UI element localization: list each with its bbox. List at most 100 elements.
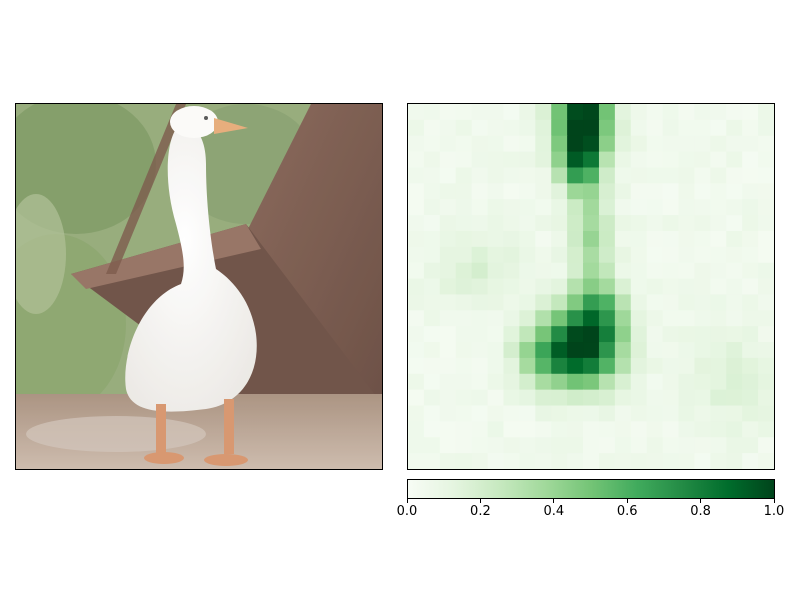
heatmap-cell xyxy=(455,246,473,264)
heatmap-cell xyxy=(535,167,552,184)
heatmap-cell xyxy=(630,310,648,327)
heatmap-cell xyxy=(408,167,425,184)
heatmap-cell xyxy=(535,215,552,232)
heatmap-cell xyxy=(535,453,552,469)
heatmap-cell xyxy=(678,135,696,153)
heatmap-cell xyxy=(487,437,505,454)
heatmap-cell xyxy=(455,262,473,280)
heatmap-cell xyxy=(662,246,680,264)
heatmap-cell xyxy=(519,421,536,438)
heatmap-cell xyxy=(567,183,584,200)
heatmap-cell xyxy=(630,278,648,296)
heatmap-cell xyxy=(503,199,520,216)
heatmap-cell xyxy=(678,342,696,359)
heatmap-cell xyxy=(471,373,489,391)
heatmap-cell xyxy=(503,437,520,454)
heatmap-cell xyxy=(567,167,584,184)
heatmap-cell xyxy=(519,262,536,280)
heatmap-cell xyxy=(455,389,473,407)
heatmap-cell xyxy=(614,405,632,422)
heatmap-cell xyxy=(519,437,536,454)
heatmap-cell xyxy=(726,405,743,422)
heatmap-cell xyxy=(742,119,759,137)
heatmap-cell xyxy=(598,389,616,407)
goose-photo xyxy=(15,103,383,470)
heatmap-cell xyxy=(535,421,552,438)
heatmap-cell xyxy=(758,437,774,454)
heatmap-cell xyxy=(439,246,457,264)
heatmap-cell xyxy=(567,262,584,280)
heatmap-cell xyxy=(551,167,568,184)
heatmap-cell xyxy=(598,215,616,232)
heatmap-cell xyxy=(439,437,457,454)
heatmap-cell xyxy=(662,310,680,327)
colorbar-tick-mark xyxy=(773,499,775,503)
heatmap-cell xyxy=(758,342,774,359)
heatmap-cell xyxy=(471,421,489,438)
heatmap-cell xyxy=(583,215,600,232)
heatmap-cell xyxy=(583,135,600,153)
colorbar-tick-mark xyxy=(406,499,408,503)
heatmap-cell xyxy=(710,215,727,232)
heatmap-cell xyxy=(567,453,584,469)
heatmap-cell xyxy=(758,262,774,280)
heatmap-cell xyxy=(758,373,774,391)
heatmap-cell xyxy=(439,278,457,296)
heatmap-cell xyxy=(519,453,536,469)
heatmap-cell xyxy=(742,357,759,375)
heatmap-cell xyxy=(646,342,664,359)
heatmap-cell xyxy=(503,262,520,280)
heatmap-cell xyxy=(455,437,473,454)
heatmap-cell xyxy=(455,357,473,375)
heatmap-cell xyxy=(742,230,759,248)
heatmap-cell xyxy=(408,294,425,311)
heatmap-cell xyxy=(535,437,552,454)
heatmap-cell xyxy=(519,167,536,184)
heatmap-cell xyxy=(758,199,774,216)
heatmap-cell xyxy=(423,230,441,248)
heatmap-cell xyxy=(535,310,552,327)
heatmap-cell xyxy=(583,183,600,200)
heatmap-cell xyxy=(455,405,473,422)
heatmap-cell xyxy=(710,373,727,391)
heatmap-cell xyxy=(439,389,457,407)
heatmap-cell xyxy=(758,421,774,438)
heatmap-cell xyxy=(742,262,759,280)
heatmap-cell xyxy=(678,167,696,184)
heatmap-cell xyxy=(455,326,473,343)
heatmap-cell xyxy=(567,310,584,327)
heatmap-cell xyxy=(694,167,711,184)
colorbar-gradient xyxy=(408,480,774,498)
heatmap-cell xyxy=(758,453,774,469)
heatmap-cell xyxy=(487,167,505,184)
heatmap-cell xyxy=(726,183,743,200)
heatmap-cell xyxy=(678,151,696,169)
heatmap-cell xyxy=(694,326,711,343)
heatmap-cell xyxy=(471,104,489,121)
heatmap-cell xyxy=(598,373,616,391)
heatmap-cell xyxy=(614,310,632,327)
colorbar-tick-label: 1.0 xyxy=(763,504,785,519)
heatmap-cell xyxy=(678,421,696,438)
heatmap-cell xyxy=(583,405,600,422)
heatmap-cell xyxy=(646,262,664,280)
heatmap-cell xyxy=(487,405,505,422)
heatmap-cell xyxy=(694,151,711,169)
heatmap-cell xyxy=(551,389,568,407)
heatmap-cell xyxy=(710,326,727,343)
heatmap-cell xyxy=(646,246,664,264)
heatmap-cell xyxy=(535,389,552,407)
heatmap-cell xyxy=(423,135,441,153)
heatmap-cell xyxy=(551,278,568,296)
heatmap-cell xyxy=(439,326,457,343)
colorbar-tick-label: 0.0 xyxy=(396,504,418,519)
heatmap-cell xyxy=(567,119,584,137)
heatmap-cell xyxy=(646,230,664,248)
heatmap-cell xyxy=(455,278,473,296)
heatmap-cell xyxy=(614,119,632,137)
heatmap-cell xyxy=(439,294,457,311)
colorbar xyxy=(407,479,775,499)
heatmap-cell xyxy=(662,119,680,137)
heatmap-cell xyxy=(455,230,473,248)
heatmap-cell xyxy=(487,215,505,232)
